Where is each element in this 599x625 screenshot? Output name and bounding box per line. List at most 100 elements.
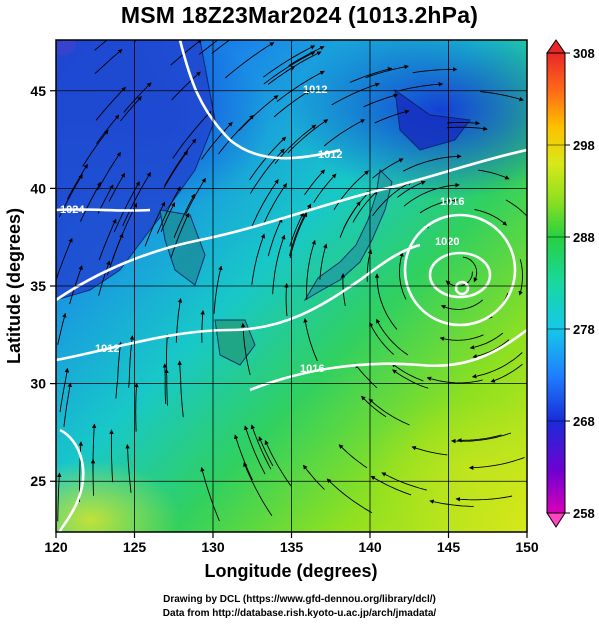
contour-label: 1012 (95, 343, 119, 355)
streamline (462, 256, 478, 283)
y-tick-label: 30 (30, 376, 46, 392)
streamline (125, 444, 132, 493)
contour-label: 1012 (318, 149, 342, 161)
streamline (82, 129, 109, 167)
streamline (289, 212, 308, 259)
streamline (412, 67, 458, 74)
streamline (264, 439, 292, 487)
contour-label: 1012 (303, 84, 327, 96)
colorbar-tick-label: 308 (573, 46, 595, 61)
streamline (399, 251, 407, 300)
streamline (376, 318, 409, 356)
wind-streamlines (56, 40, 527, 522)
colorbar-tick-label: 278 (573, 322, 595, 337)
x-axis-ticks: 120 125 130 135 140 145 150 (44, 532, 539, 555)
streamline (211, 40, 231, 54)
streamline (363, 93, 399, 108)
streamline (234, 434, 253, 481)
streamline (189, 40, 191, 41)
streamline (120, 96, 142, 122)
streamline (198, 40, 219, 55)
streamline (447, 120, 480, 126)
streamline (323, 119, 366, 147)
streamline (303, 318, 318, 362)
streamline (225, 42, 275, 79)
streamline (398, 82, 444, 92)
streamline (200, 310, 205, 343)
streamline (403, 182, 460, 207)
colorbar-min-arrow (546, 512, 566, 528)
streamline (172, 111, 212, 159)
streamline (250, 179, 279, 229)
streamline (267, 217, 283, 257)
streamline (164, 368, 169, 406)
streamline (95, 86, 127, 121)
streamline (144, 201, 166, 247)
colorbar: 258 268 278 288 298 308 (546, 39, 595, 528)
streamline (57, 312, 67, 345)
streamline (287, 119, 329, 154)
streamline (250, 424, 272, 470)
streamline (352, 190, 379, 223)
streamline (177, 360, 184, 418)
streamline (302, 464, 325, 490)
streamline (200, 466, 220, 522)
streamline (411, 445, 448, 456)
streamline (326, 478, 373, 514)
contour-labels: 1012 1024 1012 1016 1020 1016 1012 (60, 84, 464, 375)
colorbar-max-arrow (546, 39, 566, 54)
streamline (284, 283, 289, 316)
streamline (115, 341, 123, 399)
streamline (479, 91, 524, 102)
streamline (249, 148, 285, 194)
streamline (369, 321, 395, 355)
streamline (163, 150, 188, 189)
y-axis-label: Latitude (degrees) (4, 208, 24, 364)
streamline (108, 172, 126, 202)
streamline (354, 363, 378, 389)
y-tick-label: 40 (30, 180, 46, 196)
streamline (474, 209, 508, 226)
streamline (164, 138, 197, 186)
streamline (392, 369, 429, 389)
streamline (455, 495, 513, 502)
streamline (381, 472, 427, 491)
streamline (446, 126, 488, 131)
credit-data: Data from http://database.rish.kyoto-u.a… (162, 608, 437, 619)
lat-lon-grid (56, 40, 527, 532)
streamline (213, 265, 223, 314)
streamline (123, 82, 152, 113)
streamline (505, 199, 527, 217)
credit-drawing: Drawing by DCL (https://www.gfd-dennou.o… (163, 594, 436, 605)
streamline (134, 382, 139, 432)
streamline (478, 169, 510, 180)
streamline (306, 239, 316, 300)
streamline (66, 163, 88, 200)
colorbar-tick-label: 298 (573, 138, 595, 153)
x-axis-label: Longitude (degrees) (204, 561, 377, 581)
streamline (274, 124, 317, 164)
streamline (439, 334, 484, 342)
streamline (445, 271, 473, 287)
streamline (156, 186, 181, 234)
streamline (56, 237, 73, 280)
streamline (370, 475, 412, 496)
streamline (170, 212, 190, 259)
x-tick-label: 150 (515, 539, 539, 555)
pressure-contours (56, 40, 527, 532)
land-masses (56, 40, 471, 366)
streamline (365, 64, 409, 79)
streamline (243, 461, 273, 517)
streamline (240, 322, 251, 376)
streamline (185, 177, 206, 214)
streamline (122, 171, 151, 227)
streamline (96, 114, 120, 144)
streamline (94, 40, 108, 51)
streamline (162, 363, 168, 405)
y-axis-ticks: 25 30 35 40 45 (30, 83, 56, 489)
streamline (468, 456, 525, 470)
colorbar-tick-label: 268 (573, 414, 595, 429)
streamline (457, 434, 502, 443)
streamline (272, 234, 286, 295)
streamline (69, 265, 83, 305)
